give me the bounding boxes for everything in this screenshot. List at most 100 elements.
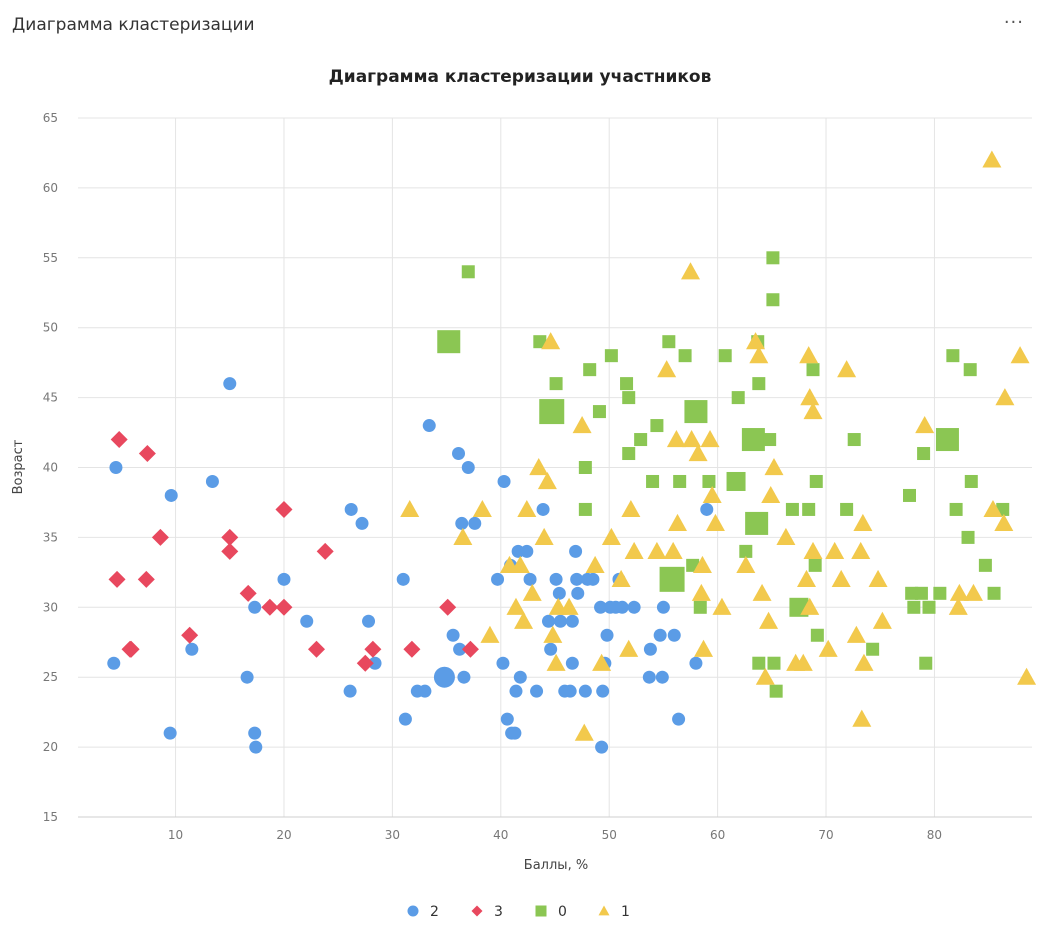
- data-point: [935, 428, 959, 452]
- data-point: [221, 542, 239, 560]
- y-tick-label: 45: [43, 391, 58, 405]
- legend-label: 0: [558, 904, 567, 920]
- legend-marker: [535, 905, 547, 917]
- data-point: [995, 388, 1015, 406]
- data-point: [840, 502, 854, 516]
- data-point: [682, 430, 702, 448]
- data-point: [736, 555, 756, 573]
- data-point: [491, 572, 505, 586]
- data-point: [109, 461, 123, 474]
- data-point: [684, 400, 708, 424]
- data-point: [457, 670, 471, 684]
- data-point: [917, 447, 931, 461]
- data-point: [364, 640, 382, 658]
- legend-marker: [598, 905, 610, 916]
- data-point: [565, 614, 579, 628]
- data-point: [611, 569, 631, 587]
- data-point: [418, 684, 432, 698]
- data-point: [726, 471, 746, 491]
- data-point: [793, 653, 813, 671]
- data-point: [752, 656, 766, 670]
- data-point: [718, 349, 732, 363]
- data-point: [915, 416, 935, 434]
- data-point: [761, 485, 781, 504]
- data-point: [221, 528, 239, 546]
- data-point: [468, 516, 482, 530]
- data-point: [571, 586, 585, 600]
- data-point: [461, 265, 475, 279]
- data-point: [800, 597, 820, 615]
- data-point: [537, 471, 557, 490]
- data-point: [983, 499, 1003, 518]
- data-point: [987, 586, 1001, 600]
- legend-label: 3: [494, 904, 503, 920]
- data-point: [745, 511, 769, 535]
- data-point: [776, 527, 796, 545]
- data-point: [596, 684, 610, 698]
- data-point: [362, 614, 376, 628]
- data-point: [627, 600, 641, 614]
- data-point: [205, 474, 219, 488]
- data-point: [922, 600, 936, 614]
- series-3: [108, 431, 479, 672]
- data-point: [308, 640, 325, 658]
- y-tick-label: 15: [43, 810, 58, 824]
- data-point: [446, 628, 460, 642]
- data-point: [803, 541, 823, 559]
- data-point: [659, 566, 685, 592]
- data-point: [552, 586, 566, 600]
- data-point: [553, 614, 567, 628]
- x-tick-label: 80: [927, 828, 942, 842]
- data-point: [767, 656, 781, 670]
- data-point: [181, 626, 199, 644]
- data-point: [978, 558, 992, 572]
- data-point: [994, 513, 1014, 532]
- data-point: [657, 360, 677, 378]
- data-point: [755, 667, 775, 685]
- data-point: [461, 461, 475, 474]
- legend-item[interactable]: 2: [407, 904, 439, 920]
- data-point: [122, 640, 140, 658]
- data-point: [539, 399, 565, 425]
- data-point: [534, 527, 554, 545]
- data-point: [700, 430, 720, 448]
- data-point: [621, 499, 641, 518]
- data-point: [563, 684, 577, 698]
- data-point: [594, 600, 608, 614]
- data-point: [866, 642, 880, 656]
- data-point: [785, 502, 799, 516]
- data-point: [905, 586, 919, 600]
- panel-title: Диаграмма кластеризации: [12, 15, 255, 35]
- data-point: [982, 150, 1002, 168]
- data-point: [520, 544, 534, 558]
- legend-item[interactable]: 3: [471, 904, 503, 920]
- data-point: [439, 598, 457, 616]
- data-point: [163, 726, 177, 740]
- data-point: [1010, 346, 1030, 364]
- data-point: [831, 569, 851, 587]
- data-point: [746, 332, 766, 350]
- y-tick-label: 40: [43, 461, 58, 475]
- data-point: [764, 458, 784, 476]
- y-tick-label: 50: [43, 321, 58, 335]
- data-point: [452, 447, 466, 461]
- data-point: [689, 656, 703, 670]
- data-point: [818, 639, 838, 657]
- data-point: [107, 656, 121, 670]
- y-tick-label: 55: [43, 251, 58, 265]
- data-point: [800, 388, 820, 406]
- data-point: [802, 502, 816, 516]
- data-point: [854, 653, 874, 671]
- data-point: [933, 586, 947, 600]
- more-horizontal-icon[interactable]: ···: [1003, 12, 1024, 33]
- legend-item[interactable]: 1: [598, 904, 630, 920]
- data-point: [453, 642, 467, 656]
- panel-header: Диаграмма кластеризации ···: [0, 0, 1058, 50]
- legend-item[interactable]: 0: [535, 904, 567, 920]
- data-point: [681, 262, 701, 280]
- y-tick-label: 35: [43, 530, 58, 544]
- data-point: [688, 444, 708, 462]
- data-point: [592, 653, 612, 671]
- data-point: [277, 572, 291, 586]
- data-point: [541, 332, 561, 350]
